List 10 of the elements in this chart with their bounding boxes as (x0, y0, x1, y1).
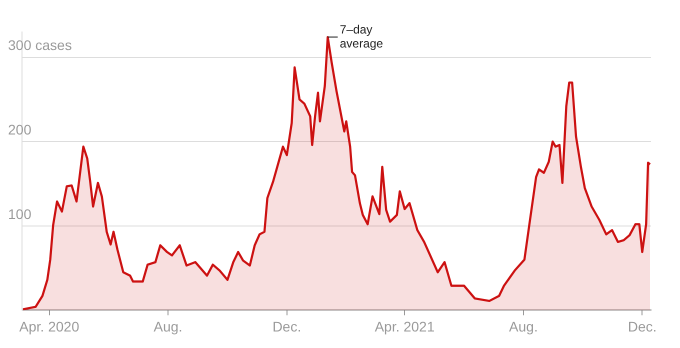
x-tick-label: Apr. 2020 (19, 318, 80, 334)
x-tick-label: Dec. (628, 318, 657, 334)
x-tick-label: Aug. (509, 318, 538, 334)
y-tick-label: 200 (8, 121, 32, 138)
y-tick-label: 100 (8, 206, 32, 222)
x-tick-label: Apr. 2021 (374, 318, 435, 334)
y-tick-label: 300 cases (8, 37, 72, 54)
annotation: 7–day average (340, 22, 384, 50)
x-tick-label: Dec. (272, 318, 302, 334)
x-tick-label: Aug. (154, 318, 182, 334)
